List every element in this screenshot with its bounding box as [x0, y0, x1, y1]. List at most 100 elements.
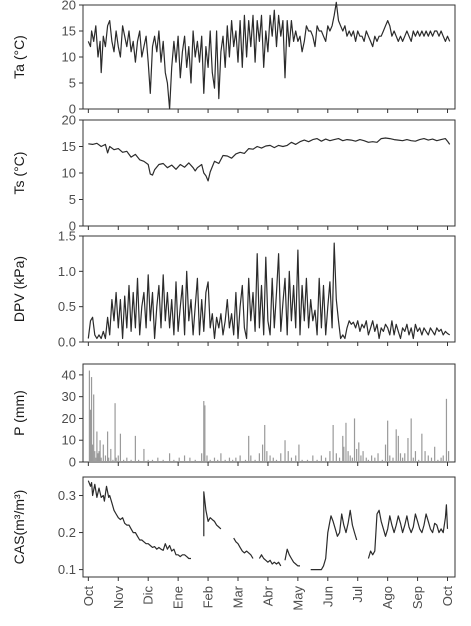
precip-bar — [399, 453, 402, 462]
y-tick-label: 10 — [62, 433, 76, 448]
series-line — [203, 491, 222, 537]
precip-bar — [92, 444, 94, 462]
precip-bar — [203, 401, 205, 462]
series-line — [233, 537, 254, 559]
precip-bar — [377, 453, 379, 462]
x-tick-label: May — [290, 586, 305, 611]
precip-bar — [100, 457, 102, 462]
precip-bar — [93, 394, 95, 462]
x-tick-label: Nov — [111, 586, 126, 610]
precip-bar — [298, 444, 300, 462]
precip-bar — [345, 422, 347, 462]
precip-bar — [117, 455, 119, 462]
precip-bar — [114, 403, 116, 462]
precip-bar — [97, 453, 99, 462]
precip-bar — [248, 435, 250, 462]
precip-bar — [112, 459, 114, 462]
precip-bar — [356, 448, 358, 462]
x-tick-label: Feb — [201, 586, 216, 608]
precip-bar — [349, 455, 351, 462]
y-tick-label: 1.5 — [58, 229, 76, 244]
precip-bar — [418, 459, 420, 462]
x-tick-label: Ene — [171, 586, 186, 609]
precip-bar — [329, 451, 331, 462]
precip-bar — [235, 457, 237, 462]
precip-bar — [130, 459, 132, 462]
precip-bar — [335, 453, 337, 462]
precip-bar — [290, 457, 293, 462]
precip-bar — [119, 433, 122, 462]
precip-bar — [258, 453, 260, 462]
series-line — [310, 509, 358, 571]
precip-bar — [404, 453, 406, 462]
precip-bar — [104, 455, 107, 462]
y-tick-label: 20 — [62, 113, 76, 128]
series-line — [87, 480, 191, 560]
precip-bar — [421, 433, 423, 462]
precip-bar — [392, 457, 394, 462]
precip-bar — [244, 459, 247, 462]
panel-1: 0 5 10 15 20 Ta (°C) — [11, 0, 456, 117]
y-axis-label: DPV (kPa) — [11, 256, 27, 322]
y-tick-label: 5 — [69, 76, 76, 91]
panel-frame — [82, 235, 456, 343]
y-tick-label: 0.1 — [58, 562, 76, 577]
y-tick-label: 0.0 — [58, 335, 76, 350]
precip-bar — [437, 459, 439, 462]
precip-bar — [98, 451, 100, 462]
x-tick-label: Oct — [81, 586, 96, 607]
precip-bar — [410, 418, 412, 462]
precip-bar — [389, 455, 391, 462]
precip-bar — [412, 457, 414, 462]
precip-bar — [312, 455, 314, 462]
y-tick-label: 15 — [62, 139, 76, 154]
precip-bar — [287, 451, 289, 462]
precip-bar — [194, 459, 196, 462]
precip-bar — [266, 451, 268, 462]
precip-bar — [367, 459, 370, 462]
precip-bar — [381, 459, 383, 462]
precip-bar — [371, 455, 373, 462]
x-tick-label: Jun — [320, 586, 335, 607]
precip-bar — [402, 457, 404, 462]
precip-bar — [447, 451, 450, 462]
panel-2: 0 5 10 15 20 Ts (°C) — [11, 113, 456, 234]
precip-bar — [220, 453, 222, 462]
precip-bar — [147, 459, 149, 462]
precip-bar — [224, 459, 226, 462]
y-tick-label: 1.0 — [58, 264, 76, 279]
y-axis-label: Ta (°C) — [11, 35, 27, 79]
precip-bar — [342, 435, 344, 462]
precip-bar — [201, 453, 203, 462]
precip-bar — [374, 457, 376, 462]
y-tick-label: 0.3 — [58, 488, 76, 503]
precip-bar — [232, 459, 234, 462]
panel-4: 0 10 20 30 40 P (mm) — [11, 363, 456, 470]
y-tick-label: 0 — [69, 102, 76, 117]
y-tick-label: 0 — [69, 455, 76, 470]
precip-bar — [94, 451, 96, 462]
precip-bar — [325, 457, 327, 462]
y-tick-label: 0.2 — [58, 525, 76, 540]
precip-bar — [137, 459, 140, 462]
panel-5: 0.1 0.2 0.3 CAS(m³/m³) — [11, 476, 456, 581]
precip-bar — [362, 451, 364, 462]
precip-bar — [209, 459, 211, 462]
precip-bar — [213, 457, 216, 462]
precip-bar — [89, 409, 92, 462]
precip-bar — [183, 455, 186, 462]
precip-bar — [320, 455, 322, 462]
precip-bar — [275, 459, 278, 462]
precip-bar — [228, 457, 231, 462]
y-tick-label: 15 — [62, 24, 76, 39]
y-tick-label: 0 — [69, 219, 76, 234]
precip-bar — [110, 448, 112, 462]
x-tick-label: Abr — [260, 585, 275, 606]
panel-3: 0.0 0.5 1.0 1.5 DPV (kPa) — [11, 229, 456, 350]
precip-bar — [90, 377, 93, 462]
precip-bar — [360, 455, 362, 462]
x-tick-label: Jul — [350, 586, 365, 603]
precip-bar — [280, 453, 282, 462]
precip-bar — [96, 431, 98, 462]
